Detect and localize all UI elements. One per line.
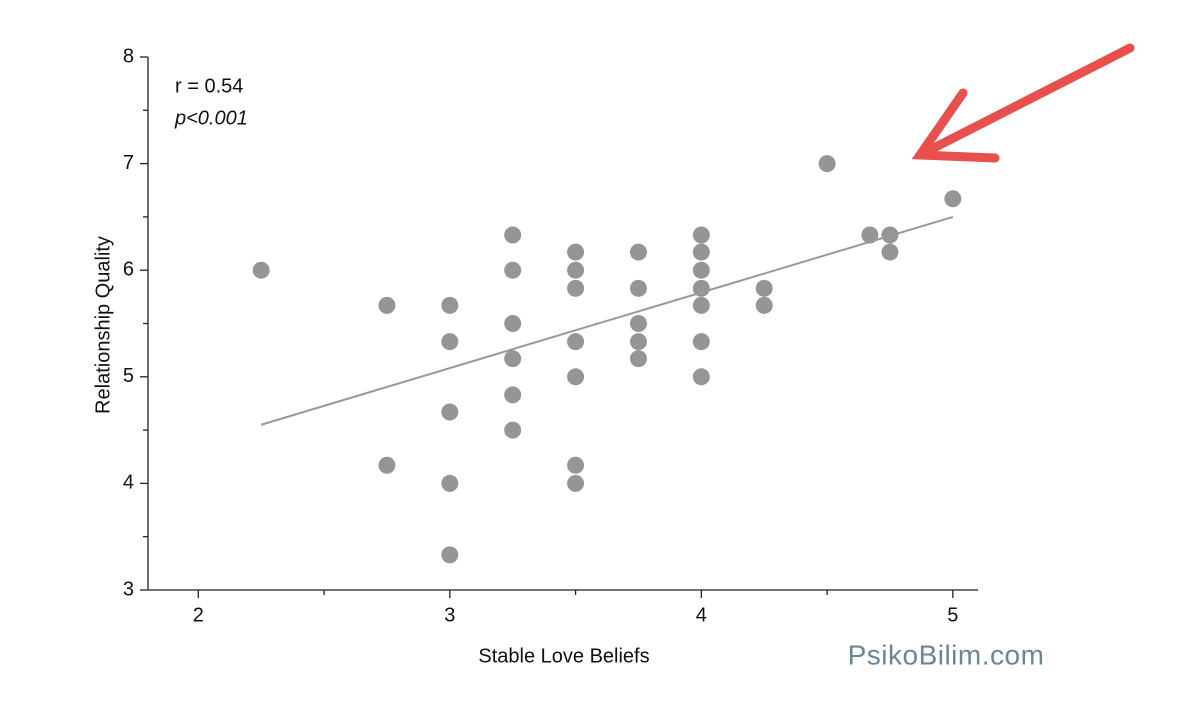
point (755, 279, 773, 297)
point (692, 333, 710, 351)
point (692, 296, 710, 314)
point (818, 155, 836, 173)
x-tick-label: 3 (444, 604, 455, 626)
point (441, 296, 459, 314)
point (567, 333, 585, 351)
point (861, 226, 879, 244)
annotation: r = 0.54 (175, 75, 243, 97)
point (944, 190, 962, 208)
point (567, 368, 585, 386)
point (755, 296, 773, 314)
x-tick-label: 4 (696, 604, 707, 626)
x-tick-label: 5 (947, 604, 958, 626)
point (504, 421, 522, 439)
point (441, 403, 459, 421)
point (504, 386, 522, 404)
point (504, 261, 522, 279)
point (692, 368, 710, 386)
point (504, 315, 522, 332)
point (692, 226, 710, 244)
point (567, 243, 585, 261)
watermark: PsikoBilim.com (848, 639, 1045, 670)
y-tick-label: 6 (123, 258, 134, 280)
x-axis-label: Stable Love Beliefs (478, 645, 649, 667)
arrow (911, 43, 1135, 163)
point (567, 474, 585, 492)
point (441, 333, 459, 351)
point (692, 279, 710, 297)
arrow-head (911, 88, 1000, 163)
y-tick-label: 8 (123, 45, 134, 67)
y-tick-label: 7 (123, 152, 134, 174)
annotation: p<0.001 (174, 107, 248, 129)
point (629, 333, 647, 351)
y-tick-label: 5 (123, 365, 134, 387)
y-tick-label: 4 (123, 472, 134, 494)
point (692, 261, 710, 279)
point (629, 350, 647, 368)
point (504, 350, 522, 368)
y-axis-label: Relationship Quality (92, 236, 114, 414)
point (692, 243, 710, 261)
point (378, 296, 396, 314)
point (629, 243, 647, 261)
point (441, 546, 459, 564)
trend-line (260, 215, 954, 426)
x-tick-label: 2 (193, 604, 204, 626)
point (504, 226, 522, 244)
arrow-shaft (915, 43, 1135, 160)
point (378, 456, 396, 474)
point (629, 315, 647, 332)
point (567, 261, 585, 279)
point (629, 279, 647, 297)
point (881, 243, 899, 261)
point (441, 474, 459, 492)
point (567, 279, 585, 297)
point (252, 261, 270, 279)
point (567, 456, 585, 474)
y-tick-label: 3 (123, 578, 134, 600)
